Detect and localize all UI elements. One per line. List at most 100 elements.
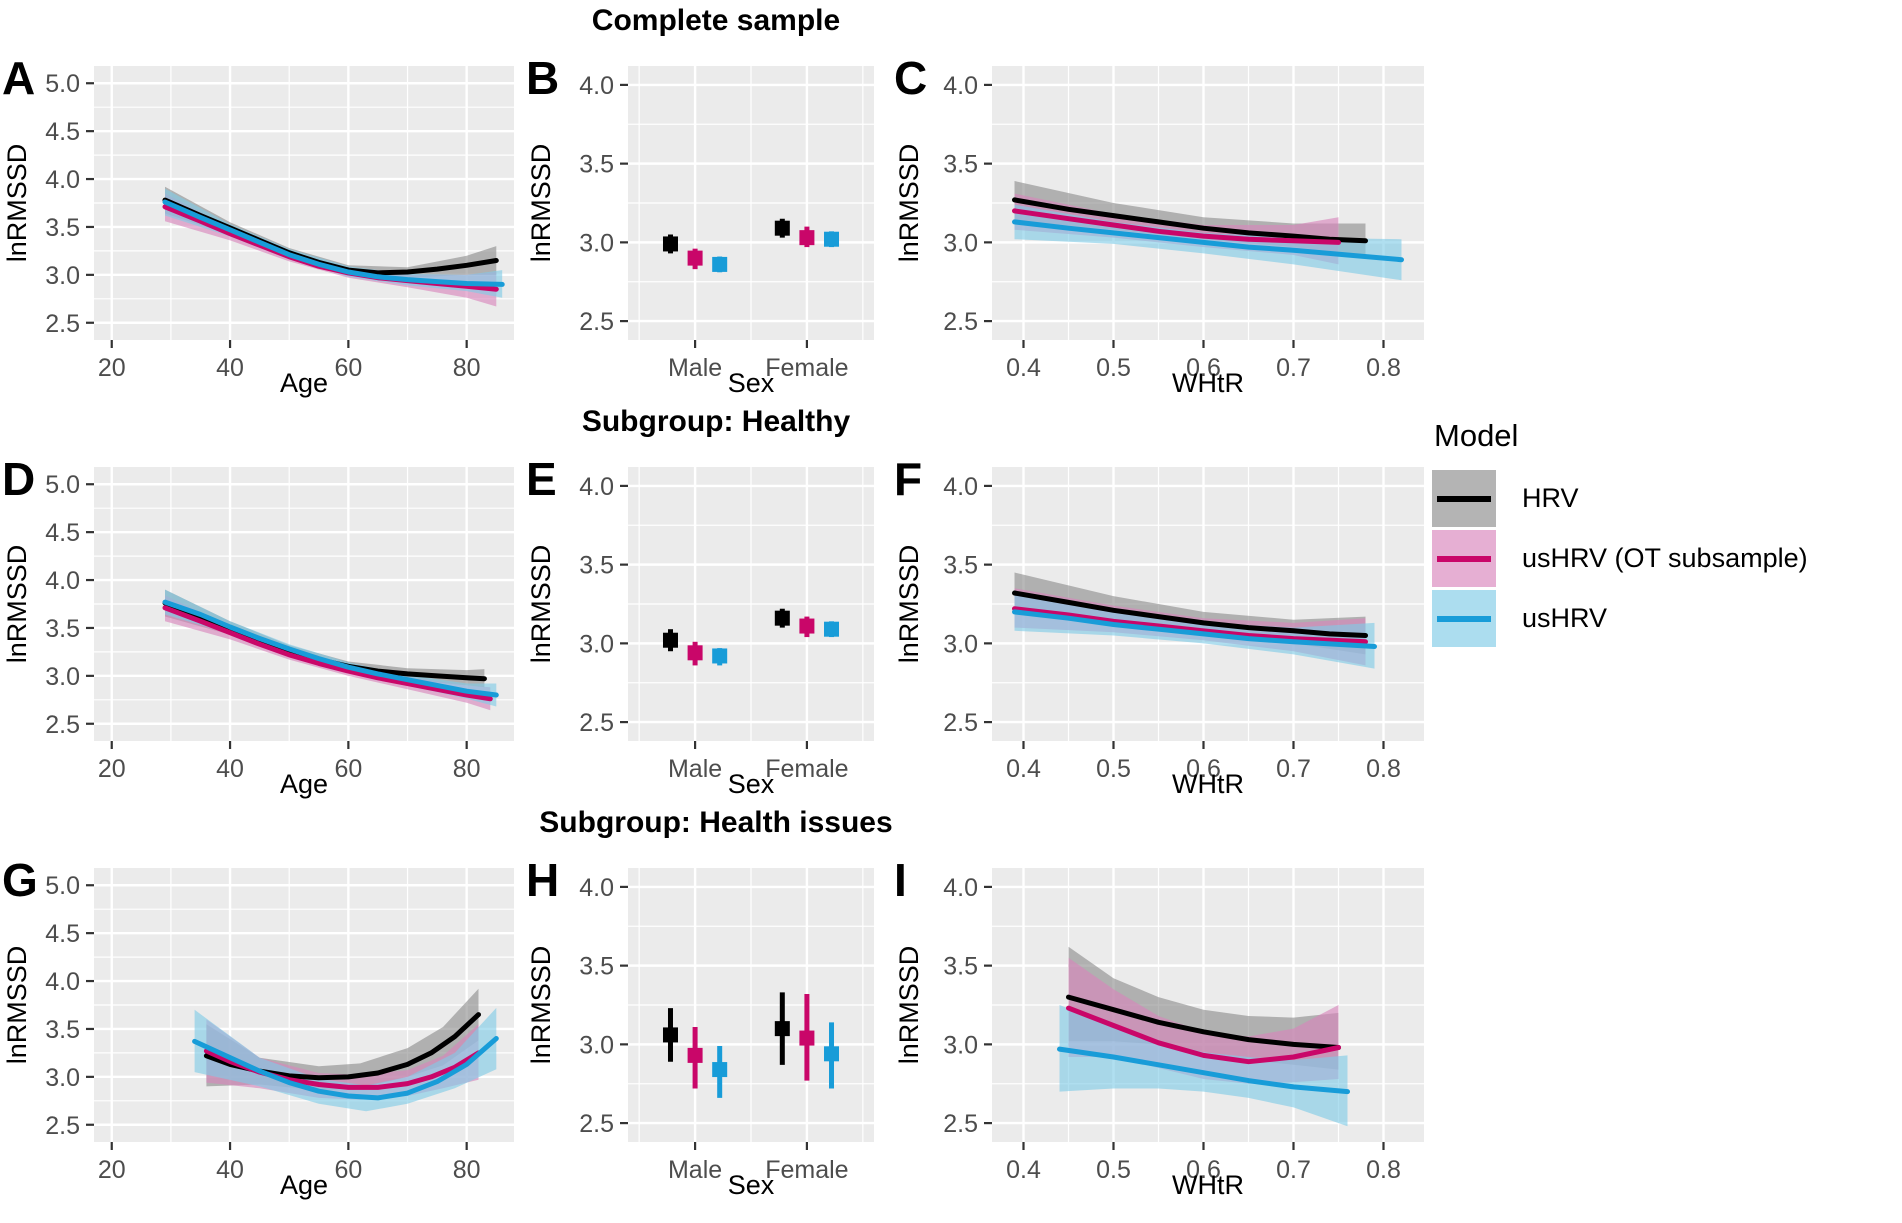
y-tick-label: 3.5 (45, 615, 80, 643)
line-HRV (1012, 590, 1368, 638)
x-tick-label: 0.8 (1366, 354, 1401, 382)
y-tick-label: 4.0 (45, 968, 80, 996)
y-tick-label: 4.0 (943, 874, 978, 902)
x-tick-label: 60 (334, 755, 362, 783)
y-tick-label: 2.5 (45, 310, 80, 338)
y-tick-label: 3.5 (943, 151, 978, 179)
panel-F: 0.4 0.5 0.6 0.7 0.8 2.5 3.0 3.5 4.0 WHtR lnRMSSD F (892, 441, 1432, 804)
panel-letter: A (2, 52, 35, 104)
x-tick-label: 60 (334, 354, 362, 382)
y-tick-label: 2.5 (943, 308, 978, 336)
panel-C: 0.4 0.5 0.6 0.7 0.8 2.5 3.0 3.5 4.0 WHtR lnRMSSD C (892, 40, 1432, 403)
x-tick-label: 40 (216, 755, 244, 783)
row-subgroup-healthy: Subgroup: Healthy 20 40 60 80 2.5 3.0 3.5 4.0 4.… (0, 405, 1432, 804)
y-tick-label: 2.5 (579, 709, 614, 737)
panel-A-chart: 20 40 60 80 2.5 3.0 3.5 4.0 4.5 5.0 Age lnRMSSD A (2, 52, 514, 398)
x-tick-label: 80 (453, 354, 481, 382)
x-axis-title: WHtR (1172, 1170, 1244, 1200)
y-tick-label: 3.5 (45, 1016, 80, 1044)
y-tick-label: 3.0 (579, 229, 614, 257)
panel-letter: I (894, 854, 907, 906)
y-tick-label: 4.0 (943, 72, 978, 100)
x-tick-label: 0.7 (1276, 1156, 1311, 1184)
y-axis-title: lnRMSSD (2, 545, 32, 664)
y-axis-title: lnRMSSD (526, 946, 556, 1065)
x-tick-label: Male (668, 1156, 722, 1184)
x-axis-title: Age (280, 368, 328, 398)
line-usHRV (OT subsample) (1012, 606, 1368, 645)
panel-I-chart: 0.4 0.5 0.6 0.7 0.8 2.5 3.0 3.5 4.0 WHtR lnRMSSD I (894, 854, 1424, 1200)
y-tick-label: 3.0 (943, 1031, 978, 1059)
panel-letter: C (894, 52, 927, 104)
y-tick-label: 3.0 (943, 630, 978, 658)
y-tick-label: 5.0 (45, 70, 80, 98)
x-tick-label: Female (765, 354, 848, 382)
x-axis-title: Sex (728, 368, 775, 398)
y-tick-label: 3.5 (943, 552, 978, 580)
legend-label-hrv: HRV (1522, 483, 1579, 513)
charts-column: Complete sample 20 40 60 80 2.5 3.0 3.5 4.0 4.5 5… (0, 4, 1432, 1205)
x-tick-label: 0.4 (1006, 1156, 1041, 1184)
x-tick-label: 60 (334, 1156, 362, 1184)
point-usHRV (824, 231, 840, 247)
y-axis-title: lnRMSSD (526, 144, 556, 263)
x-axis-title: WHtR (1172, 368, 1244, 398)
point-usHRV (OT subsample) (799, 618, 815, 634)
point-usHRV (712, 1062, 728, 1078)
y-axis-title: lnRMSSD (894, 144, 924, 263)
row-subgroup-health-issues: Subgroup: Health issues 20 40 60 80 2.5 3.0 3.… (0, 806, 1432, 1205)
y-tick-label: 4.0 (579, 473, 614, 501)
y-axis-title: lnRMSSD (894, 946, 924, 1065)
legend-title: Model (1434, 418, 1519, 453)
row-complete-sample: Complete sample 20 40 60 80 2.5 3.0 3.5 4.0 4.5 5… (0, 4, 1432, 403)
y-tick-label: 5.0 (45, 471, 80, 499)
legend-entry-ushrv: usHRV (1432, 590, 1892, 647)
point-usHRV (OT subsample) (687, 250, 703, 266)
legend-swatch-hrv (1432, 470, 1496, 527)
panel-H: Male Female 2.5 3.0 3.5 4.0 Sex lnRMSSD H (524, 842, 892, 1205)
panel-letter: D (2, 453, 35, 505)
x-tick-label: 0.4 (1006, 354, 1041, 382)
x-tick-label: Male (668, 755, 722, 783)
y-tick-label: 2.5 (45, 711, 80, 739)
x-tick-label: 0.7 (1276, 755, 1311, 783)
x-axis-title: Age (280, 1170, 328, 1200)
y-tick-label: 4.0 (45, 166, 80, 194)
panel-G-chart: 20 40 60 80 2.5 3.0 3.5 4.0 4.5 5.0 Age lnRMSSD G (2, 854, 514, 1200)
x-axis-title: Age (280, 769, 328, 799)
panel-I: 0.4 0.5 0.6 0.7 0.8 2.5 3.0 3.5 4.0 WHtR lnRMSSD I (892, 842, 1432, 1205)
y-tick-label: 3.5 (45, 214, 80, 242)
y-axis-title: lnRMSSD (894, 545, 924, 664)
y-tick-label: 3.0 (45, 663, 80, 691)
panel-H-chart: Male Female 2.5 3.0 3.5 4.0 Sex lnRMSSD H (526, 854, 874, 1200)
y-tick-label: 3.0 (943, 229, 978, 257)
point-usHRV (824, 1046, 840, 1062)
line-usHRV (162, 199, 505, 287)
x-tick-label: 40 (216, 1156, 244, 1184)
point-usHRV (712, 648, 728, 664)
y-tick-label: 4.5 (45, 920, 80, 948)
line-usHRV (OT subsample) (162, 605, 493, 702)
panel-C-chart: 0.4 0.5 0.6 0.7 0.8 2.5 3.0 3.5 4.0 WHtR lnRMSSD C (894, 52, 1424, 398)
x-tick-label: Female (765, 755, 848, 783)
y-tick-label: 2.5 (45, 1112, 80, 1140)
x-tick-label: 0.6 (1186, 354, 1221, 382)
x-axis-title: Sex (728, 1170, 775, 1200)
y-tick-label: 4.5 (45, 118, 80, 146)
point-HRV (774, 220, 790, 236)
panel-E: Male Female 2.5 3.0 3.5 4.0 Sex lnRMSSD E (524, 441, 892, 804)
panel-B-chart: Male Female 2.5 3.0 3.5 4.0 Sex lnRMSSD B (526, 52, 874, 398)
x-tick-label: 0.5 (1096, 755, 1131, 783)
legend-entry-hrv: HRV (1432, 470, 1892, 527)
legend-line-ushrv (1437, 615, 1491, 622)
legend-label-ushrv-ot: usHRV (OT subsample) (1522, 543, 1808, 573)
legend-line-ushrv-ot (1437, 555, 1491, 562)
y-tick-label: 2.5 (579, 1110, 614, 1138)
legend-entry-ushrv-ot: usHRV (OT subsample) (1432, 530, 1892, 587)
row-title-subgroup-healthy: Subgroup: Healthy (581, 405, 851, 438)
ribbon-usHRV (1059, 1005, 1348, 1127)
panel-letter: H (526, 854, 559, 906)
y-tick-label: 3.0 (45, 262, 80, 290)
line-usHRV (1057, 1046, 1350, 1095)
